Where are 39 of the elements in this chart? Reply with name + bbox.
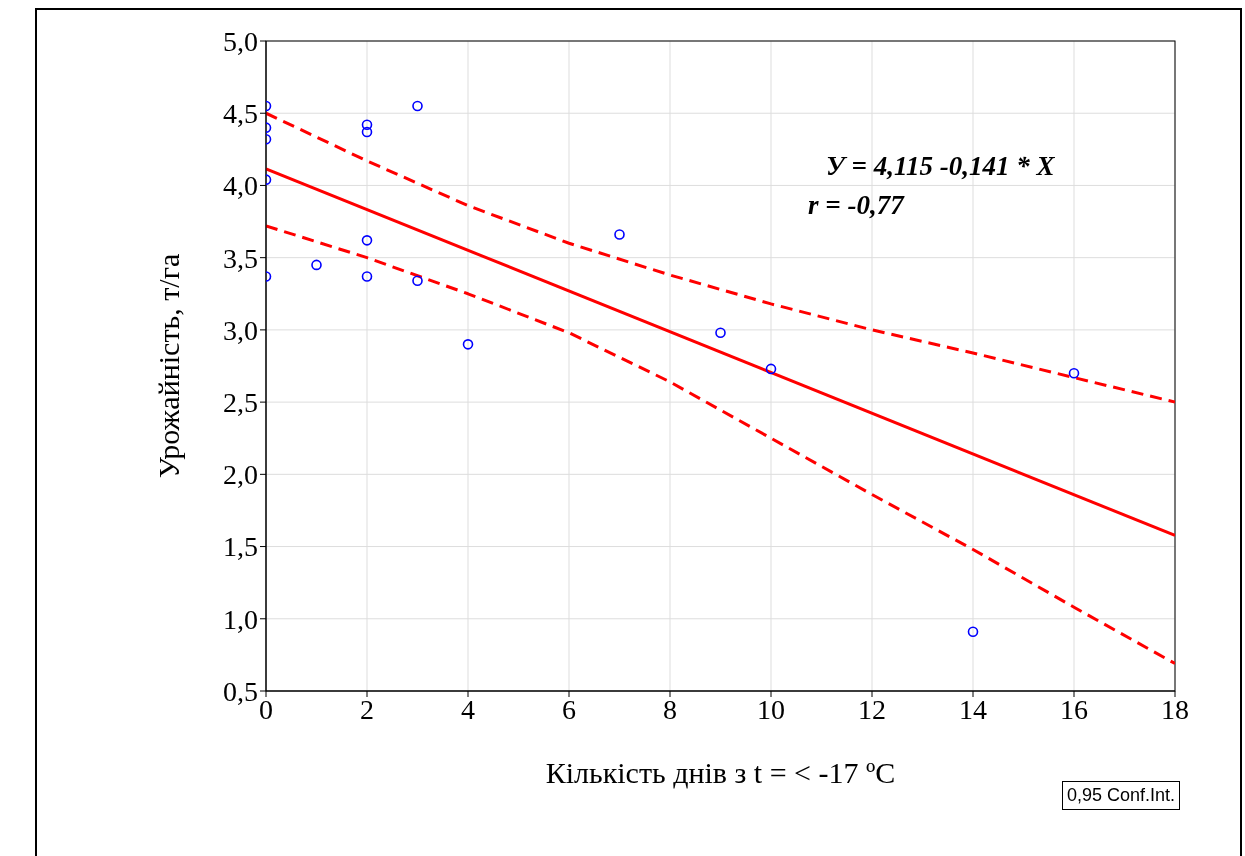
x-tick-label: 12 bbox=[858, 693, 886, 725]
x-tick-label: 4 bbox=[461, 693, 475, 725]
annotation: У = 4,115 -0,141 * X bbox=[826, 151, 1055, 182]
y-tick-label: 3,5 bbox=[223, 242, 258, 274]
point bbox=[614, 229, 625, 240]
point bbox=[967, 626, 979, 638]
point bbox=[361, 235, 373, 246]
y-tick-label: 4,5 bbox=[223, 98, 258, 130]
y-tick-label: 4,0 bbox=[223, 170, 258, 202]
point bbox=[462, 339, 474, 350]
text: 0,95 Conf.Int. bbox=[1062, 781, 1181, 810]
y-tick-label: 1,0 bbox=[223, 603, 258, 635]
y-tick-label: 2,0 bbox=[223, 459, 258, 491]
line-series bbox=[266, 224, 1175, 666]
annotation: r = -0,77 bbox=[808, 190, 904, 221]
y-tick-label: 0,5 bbox=[223, 675, 258, 707]
y-tick-label: 3,0 bbox=[223, 314, 258, 346]
point bbox=[1068, 367, 1080, 379]
y-tick-label: 5,0 bbox=[223, 25, 258, 57]
x-tick-label: 10 bbox=[757, 693, 785, 725]
x-tick-label: 0 bbox=[259, 693, 273, 725]
point bbox=[361, 271, 373, 282]
point bbox=[765, 363, 777, 375]
x-tick-label: 6 bbox=[562, 693, 576, 725]
x-tick-label: 18 bbox=[1161, 693, 1189, 725]
point bbox=[412, 275, 423, 287]
y-tick-label: 2,5 bbox=[223, 387, 258, 419]
y-tick-label: 1,5 bbox=[223, 531, 258, 563]
point bbox=[361, 119, 373, 131]
x-tick-label: 16 bbox=[1060, 693, 1088, 725]
point bbox=[715, 327, 726, 339]
point bbox=[311, 259, 322, 271]
point bbox=[412, 100, 423, 112]
x-tick-label: 8 bbox=[663, 693, 677, 725]
y-axis-title: Урожайність, т/га bbox=[151, 253, 185, 479]
x-tick-label: 14 bbox=[959, 693, 987, 725]
x-axis-title: Кількість днів з t = < -17 ºC bbox=[545, 756, 896, 789]
point bbox=[361, 126, 373, 138]
x-tick-label: 2 bbox=[360, 693, 374, 725]
